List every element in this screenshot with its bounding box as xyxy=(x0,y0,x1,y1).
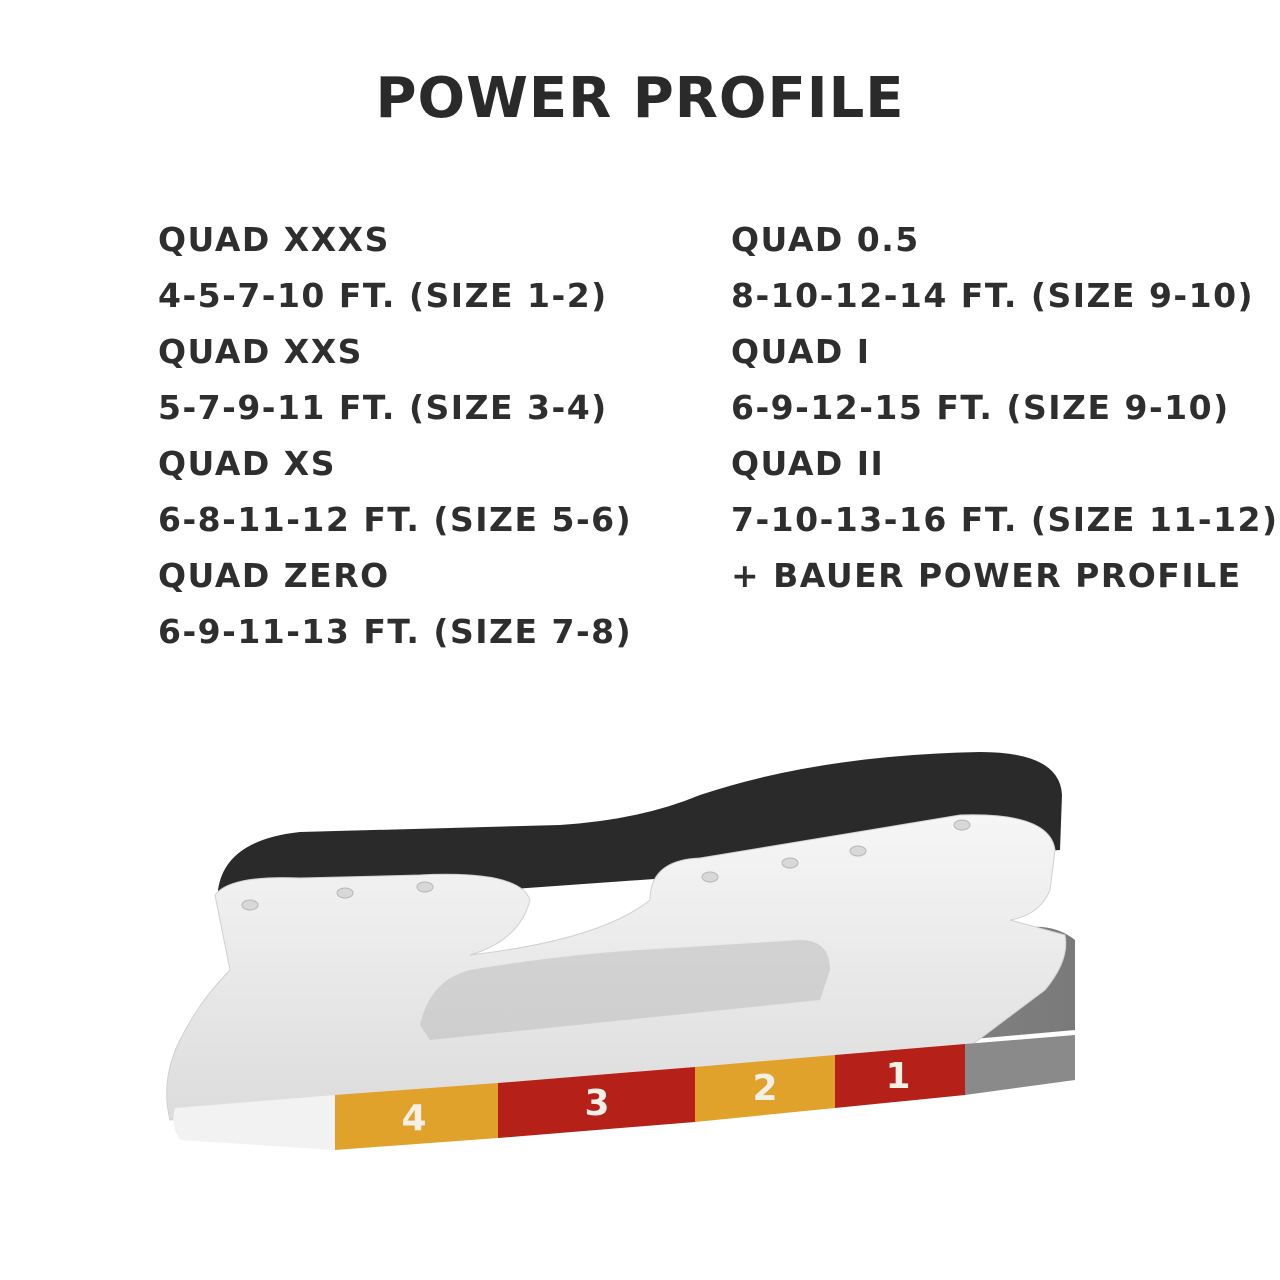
profile-spec: 6-9-11-13 FT. (SIZE 7-8) xyxy=(158,612,633,651)
profile-name: QUAD ZERO xyxy=(158,556,390,595)
profile-name: QUAD XS xyxy=(158,444,336,483)
profile-spec: 4-5-7-10 FT. (SIZE 1-2) xyxy=(158,276,608,315)
left-profile-list: QUAD XXXS 4-5-7-10 FT. (SIZE 1-2) QUAD X… xyxy=(158,212,632,660)
profile-spec: 5-7-9-11 FT. (SIZE 3-4) xyxy=(158,388,608,427)
right-profile-list: QUAD 0.5 8-10-12-14 FT. (SIZE 9-10) QUAD… xyxy=(731,212,1279,604)
zone-4: 4 xyxy=(335,1083,498,1150)
zone-label: 4 xyxy=(401,1098,426,1139)
profile-name: QUAD XXS xyxy=(158,332,363,371)
profile-name: QUAD 0.5 xyxy=(731,220,920,259)
zone-2: 2 xyxy=(695,1055,835,1122)
holder-cutout xyxy=(420,940,830,1040)
profile-spec: 8-10-12-14 FT. (SIZE 9-10) xyxy=(731,276,1255,315)
boot-sole xyxy=(218,752,1062,910)
profile-spec: 7-10-13-16 FT. (SIZE 11-12) xyxy=(731,500,1279,539)
zone-label: 1 xyxy=(885,1056,910,1097)
profile-spec: 6-9-12-15 FT. (SIZE 9-10) xyxy=(731,388,1230,427)
blade-tip xyxy=(173,1095,335,1150)
blade-heel xyxy=(965,1035,1075,1095)
skate-blade-illustration: 4 3 2 1 xyxy=(166,752,1075,1150)
rivets xyxy=(241,819,971,911)
zone-3: 3 xyxy=(498,1067,695,1138)
profile-name: QUAD I xyxy=(731,332,871,371)
page-title: POWER PROFILE xyxy=(375,66,905,131)
zone-1: 1 xyxy=(835,1044,965,1108)
profile-spec: 6-8-11-12 FT. (SIZE 5-6) xyxy=(158,500,633,539)
profile-name: QUAD XXXS xyxy=(158,220,390,259)
bauer-power-profile-note: + BAUER POWER PROFILE xyxy=(731,556,1242,595)
zone-label: 3 xyxy=(584,1083,609,1124)
zone-label: 2 xyxy=(752,1068,777,1109)
profile-name: QUAD II xyxy=(731,444,885,483)
